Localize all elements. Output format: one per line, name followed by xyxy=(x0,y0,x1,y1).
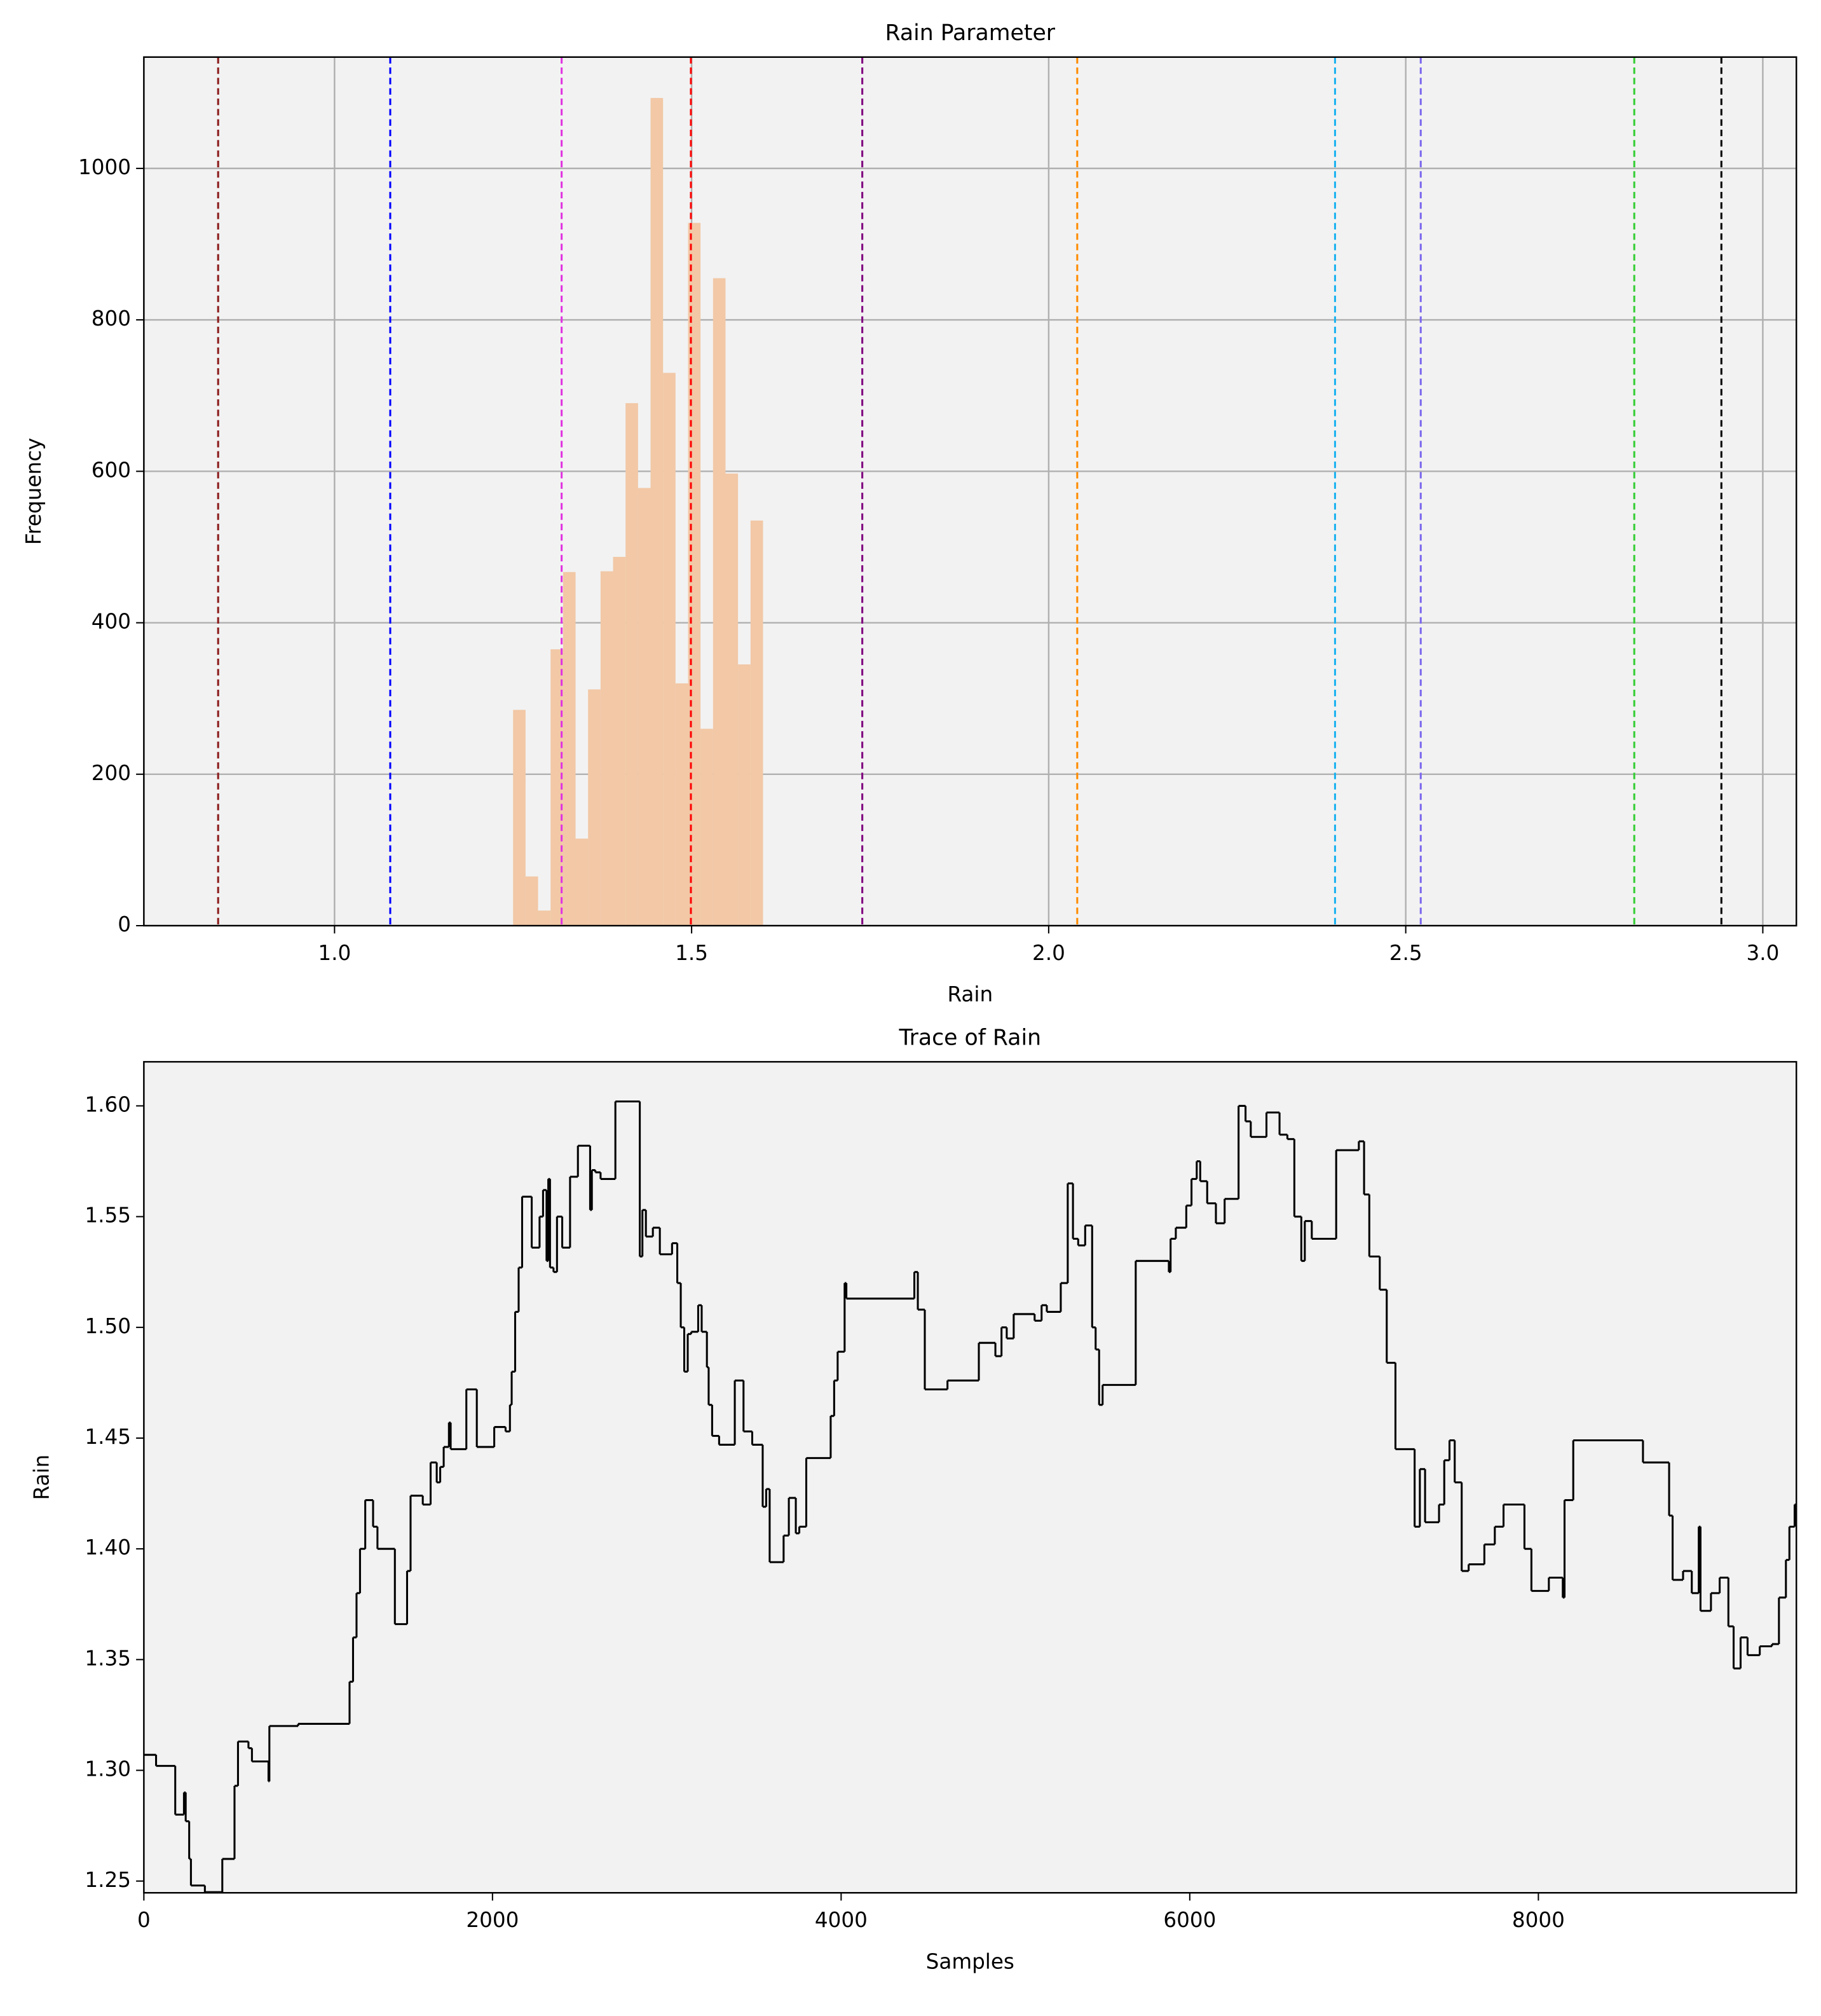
bar xyxy=(625,403,638,926)
y-tick-label: 1.40 xyxy=(85,1535,131,1560)
x-tick-label: 1.5 xyxy=(675,941,708,965)
y-tick-label: 200 xyxy=(92,761,131,785)
x-tick-label: 4000 xyxy=(815,1908,868,1932)
bar xyxy=(688,223,701,926)
bar xyxy=(588,689,601,926)
bar xyxy=(563,572,576,926)
x-tick-label: 2000 xyxy=(466,1908,519,1932)
bar xyxy=(613,556,626,926)
plot-frame xyxy=(143,1060,1797,1894)
x-tick-label: 0 xyxy=(137,1908,151,1932)
bar xyxy=(513,710,526,926)
y-tick-label: 1.25 xyxy=(85,1868,131,1892)
x-axis-label: Samples xyxy=(926,1949,1014,1973)
x-tick-label: 6000 xyxy=(1163,1908,1216,1932)
y-tick-label: 400 xyxy=(92,610,131,634)
bar xyxy=(538,910,551,926)
y-tick-label: 0 xyxy=(118,912,131,936)
bar xyxy=(550,649,563,926)
x-tick-label: 1.0 xyxy=(318,941,351,965)
y-tick-label: 1.35 xyxy=(85,1646,131,1670)
y-axis-label: Frequency xyxy=(22,438,46,545)
bar xyxy=(750,520,763,926)
plot xyxy=(144,57,1797,926)
bar xyxy=(638,488,651,926)
plot xyxy=(144,1100,1797,1893)
bar xyxy=(575,839,589,926)
bar xyxy=(675,683,688,926)
plot-area xyxy=(144,57,1797,926)
x-tick-label: 8000 xyxy=(1512,1908,1565,1932)
y-tick-label: 1.55 xyxy=(85,1203,131,1228)
bar xyxy=(663,373,676,926)
y-tick-label: 1.60 xyxy=(85,1092,131,1116)
bar xyxy=(738,664,751,926)
x-tick-label: 3.0 xyxy=(1747,941,1780,965)
bar xyxy=(725,473,739,926)
y-tick-label: 1.45 xyxy=(85,1425,131,1449)
y-axis-label: Rain xyxy=(29,1455,53,1500)
y-tick-label: 1000 xyxy=(78,155,131,179)
plot-frame xyxy=(143,56,1797,927)
bar xyxy=(600,571,613,926)
plot-area xyxy=(144,1062,1797,1893)
x-axis-label: Rain xyxy=(947,982,993,1006)
y-tick-label: 1.30 xyxy=(85,1757,131,1781)
bar xyxy=(700,729,713,926)
y-tick-label: 1.50 xyxy=(85,1314,131,1338)
bar xyxy=(713,278,726,926)
bar xyxy=(525,876,538,926)
chart-title: Rain Parameter xyxy=(885,20,1056,46)
x-tick-label: 2.0 xyxy=(1032,941,1065,965)
y-tick-label: 800 xyxy=(92,306,131,331)
bar xyxy=(650,98,664,926)
chart-title: Trace of Rain xyxy=(899,1025,1042,1050)
x-tick-label: 2.5 xyxy=(1389,941,1422,965)
y-tick-label: 600 xyxy=(92,458,131,482)
